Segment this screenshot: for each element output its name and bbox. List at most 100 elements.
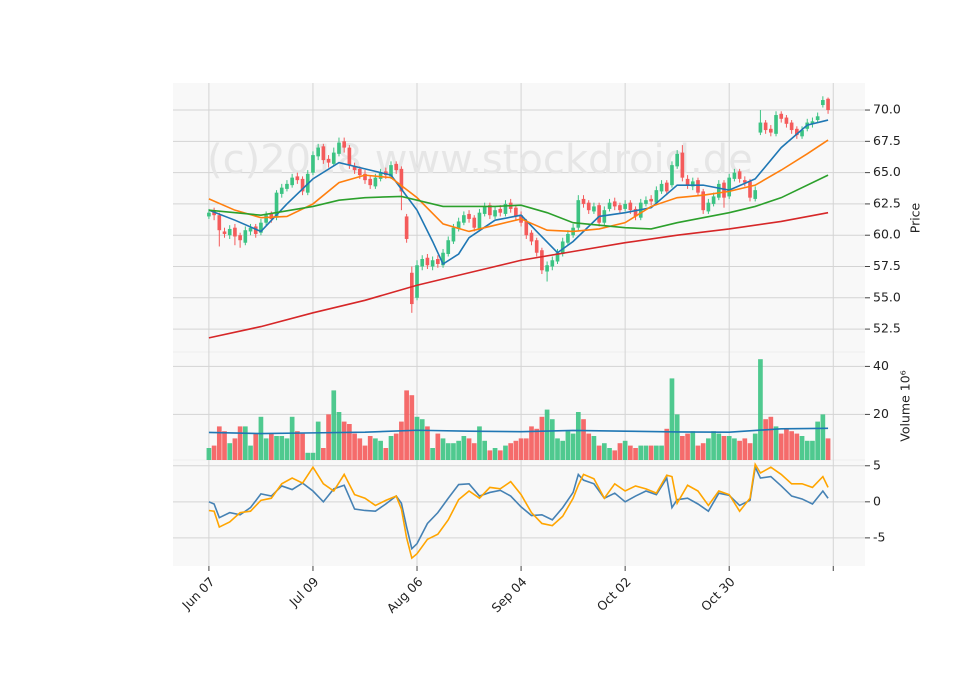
volume-bar [295,431,300,460]
y-tick-label: 62.5 [873,195,901,210]
volume-bar [336,412,342,460]
candle-body [462,215,466,223]
y-axis-label: Price [908,202,923,233]
volume-bar [529,426,534,460]
candle-body [311,155,315,173]
volume-bar [674,414,680,460]
volume-bar [789,431,794,460]
volume-bar [326,414,331,460]
volume-bar [341,421,347,460]
y-tick-label: 0 [873,493,881,508]
candle-body [233,227,237,237]
candle-body [514,207,518,217]
candle-body [597,205,601,223]
volume-bar [352,433,357,460]
volume-bar [742,438,748,460]
candle-body [545,265,549,272]
candle-body [394,163,399,171]
line-series [208,174,829,230]
candle-body [607,202,612,209]
volume-bar [284,438,290,460]
candle-body [264,215,268,223]
candle-body [477,212,482,229]
volume-bar [711,431,716,460]
candle-body [285,183,289,189]
y-tick-label: 57.5 [873,258,901,273]
candle-body [498,208,503,213]
volume-bar [482,440,488,460]
candle-body [623,203,627,209]
volume-bar [404,390,409,460]
candle-body [441,252,445,266]
candle-body [259,222,263,233]
y-tick-label: 52.5 [873,321,901,336]
volume-bar [373,438,378,460]
y-tick-label: 65.0 [873,164,901,179]
watermark: (c)2018 www.stockdroid.de [207,137,753,183]
candle-body [748,181,752,198]
candle-body [524,221,529,236]
volume-bar [747,443,753,460]
volume-bar [726,436,732,460]
volume-bar [508,443,514,460]
candle-body [488,205,492,216]
volume-bar [544,409,550,460]
volume-bar [242,426,248,460]
candle-body [253,226,258,234]
volume-bar [492,448,498,460]
volume-bar [575,412,581,460]
candle-body [227,228,232,236]
candle-body [550,260,555,267]
candle-body [274,192,279,218]
candle-body [722,182,726,198]
candle-body [618,205,622,211]
candle-body [212,211,216,216]
candle-body [290,177,294,186]
volume-bar [534,428,540,460]
candle-body [763,122,768,131]
candle-body [368,178,373,186]
candle-body [467,213,471,219]
volume-bar [810,440,815,460]
candle-body [789,122,794,131]
volume-bar [716,433,722,460]
volume-bar [601,443,607,460]
candle-body [399,168,404,192]
volume-bar [815,421,820,460]
volume-bar [732,438,737,460]
candle-body [451,227,456,242]
candle-body [628,202,633,211]
x-tick-label: Jun 07 [178,574,217,613]
volume-bar [706,438,711,460]
candle-body [238,235,242,241]
candle-body [456,221,461,229]
candle-body [800,130,804,137]
candle-body [701,191,706,211]
volume-bar [539,416,545,460]
candle-body [753,190,758,199]
volume-bar [216,426,222,460]
candle-body [534,240,539,253]
volume-bar [596,445,602,460]
volume-bar [737,440,742,460]
x-tick-label: Aug 06 [384,574,426,616]
y-tick-label: -5 [873,529,885,544]
y-tick-label: 20 [873,406,889,421]
volume-bar [310,452,316,460]
volume-bar [383,448,389,460]
volume-bar [274,436,279,460]
candle-body [566,233,570,243]
volume-bar [466,438,472,460]
candle-body [295,176,300,181]
candle-body [612,201,617,207]
candle-body [503,203,508,214]
volume-bar [622,440,628,460]
candle-body [774,115,778,134]
candle-body [222,231,227,234]
candle-body [326,158,331,163]
candle-body [670,165,674,186]
candle-body [664,182,669,192]
candle-body [716,183,721,198]
volume-bar [581,419,586,460]
volume-bar [778,433,784,460]
